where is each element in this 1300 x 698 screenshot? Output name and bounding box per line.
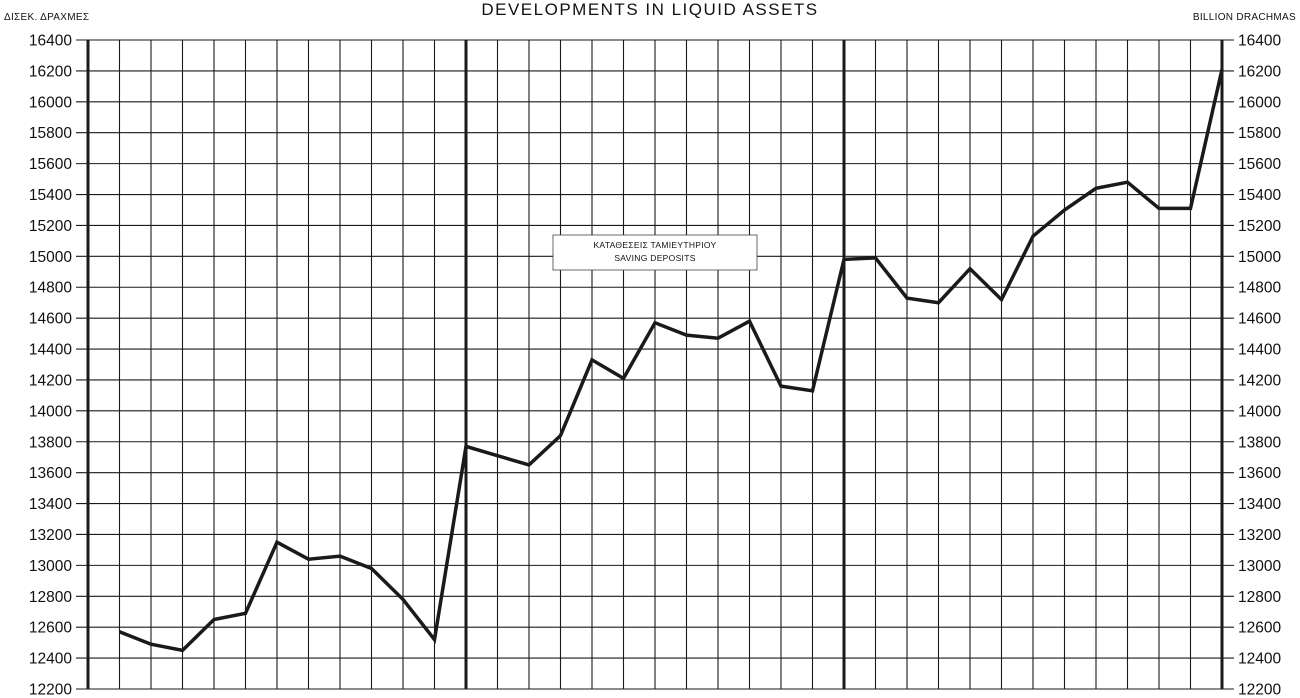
- annotation-text-greek: ΚΑΤΑΘΕΣΕΙΣ ΤΑΜΙΕΥΤΗΡΙΟΥ: [593, 240, 716, 250]
- y-tick-label-right: 12400: [1238, 651, 1281, 668]
- y-tick-label-right: 15000: [1238, 249, 1281, 266]
- y-tick-label-right: 15600: [1238, 156, 1281, 173]
- y-tick-label-right: 16400: [1238, 33, 1281, 50]
- y-tick-label-left: 14800: [29, 280, 72, 297]
- y-tick-label-left: 16000: [29, 94, 72, 111]
- y-tick-label-left: 15400: [29, 187, 72, 204]
- y-tick-label-left: 12200: [29, 682, 72, 698]
- y-tick-label-left: 16400: [29, 33, 72, 50]
- y-tick-label-right: 14600: [1238, 311, 1281, 328]
- y-tick-label-left: 15200: [29, 218, 72, 235]
- y-tick-label-right: 13800: [1238, 434, 1281, 451]
- y-tick-label-left: 15800: [29, 125, 72, 142]
- annotation-box: [552, 234, 758, 271]
- y-tick-label-left: 12400: [29, 651, 72, 668]
- y-tick-label-left: 16200: [29, 63, 72, 80]
- y-tick-label-right: 13000: [1238, 558, 1281, 575]
- y-tick-label-left: 13800: [29, 434, 72, 451]
- y-tick-label-left: 15000: [29, 249, 72, 266]
- y-tick-label-right: 16200: [1238, 63, 1281, 80]
- y-tick-label-right: 13600: [1238, 465, 1281, 482]
- y-tick-label-right: 16000: [1238, 94, 1281, 111]
- y-tick-label-left: 13200: [29, 527, 72, 544]
- y-tick-label-right: 13400: [1238, 496, 1281, 513]
- chart-title: DEVELOPMENTS IN LIQUID ASSETS: [481, 0, 819, 19]
- y-tick-label-right: 13200: [1238, 527, 1281, 544]
- y-tick-label-left: 14400: [29, 342, 72, 359]
- saving-deposits-line: [118, 69, 1224, 653]
- y-tick-label-left: 15600: [29, 156, 72, 173]
- y-tick-label-right: 14800: [1238, 280, 1281, 297]
- y-tick-label-left: 14600: [29, 311, 72, 328]
- y-tick-label-right: 14000: [1238, 403, 1281, 420]
- y-tick-label-left: 14200: [29, 372, 72, 389]
- y-tick-label-left: 13400: [29, 496, 72, 513]
- y-tick-label-right: 15400: [1238, 187, 1281, 204]
- y-tick-label-right: 12600: [1238, 620, 1281, 637]
- y-axis-label-left: ΔΙΣΕΚ. ΔΡΑΧΜΕΣ: [4, 12, 90, 23]
- y-tick-label-right: 14200: [1238, 372, 1281, 389]
- y-tick-label-left: 12800: [29, 589, 72, 606]
- y-tick-label-right: 12200: [1238, 682, 1281, 698]
- y-tick-label-left: 12600: [29, 620, 72, 637]
- y-tick-label-right: 15800: [1238, 125, 1281, 142]
- y-tick-label-right: 14400: [1238, 342, 1281, 359]
- y-tick-label-left: 14000: [29, 403, 72, 420]
- y-tick-label-right: 12800: [1238, 589, 1281, 606]
- y-tick-label-left: 13600: [29, 465, 72, 482]
- y-tick-label-right: 15200: [1238, 218, 1281, 235]
- y-tick-label-left: 13000: [29, 558, 72, 575]
- y-axis-label-right: BILLION DRACHMAS: [1192, 12, 1296, 23]
- annotation-text-english: SAVING DEPOSITS: [614, 253, 695, 263]
